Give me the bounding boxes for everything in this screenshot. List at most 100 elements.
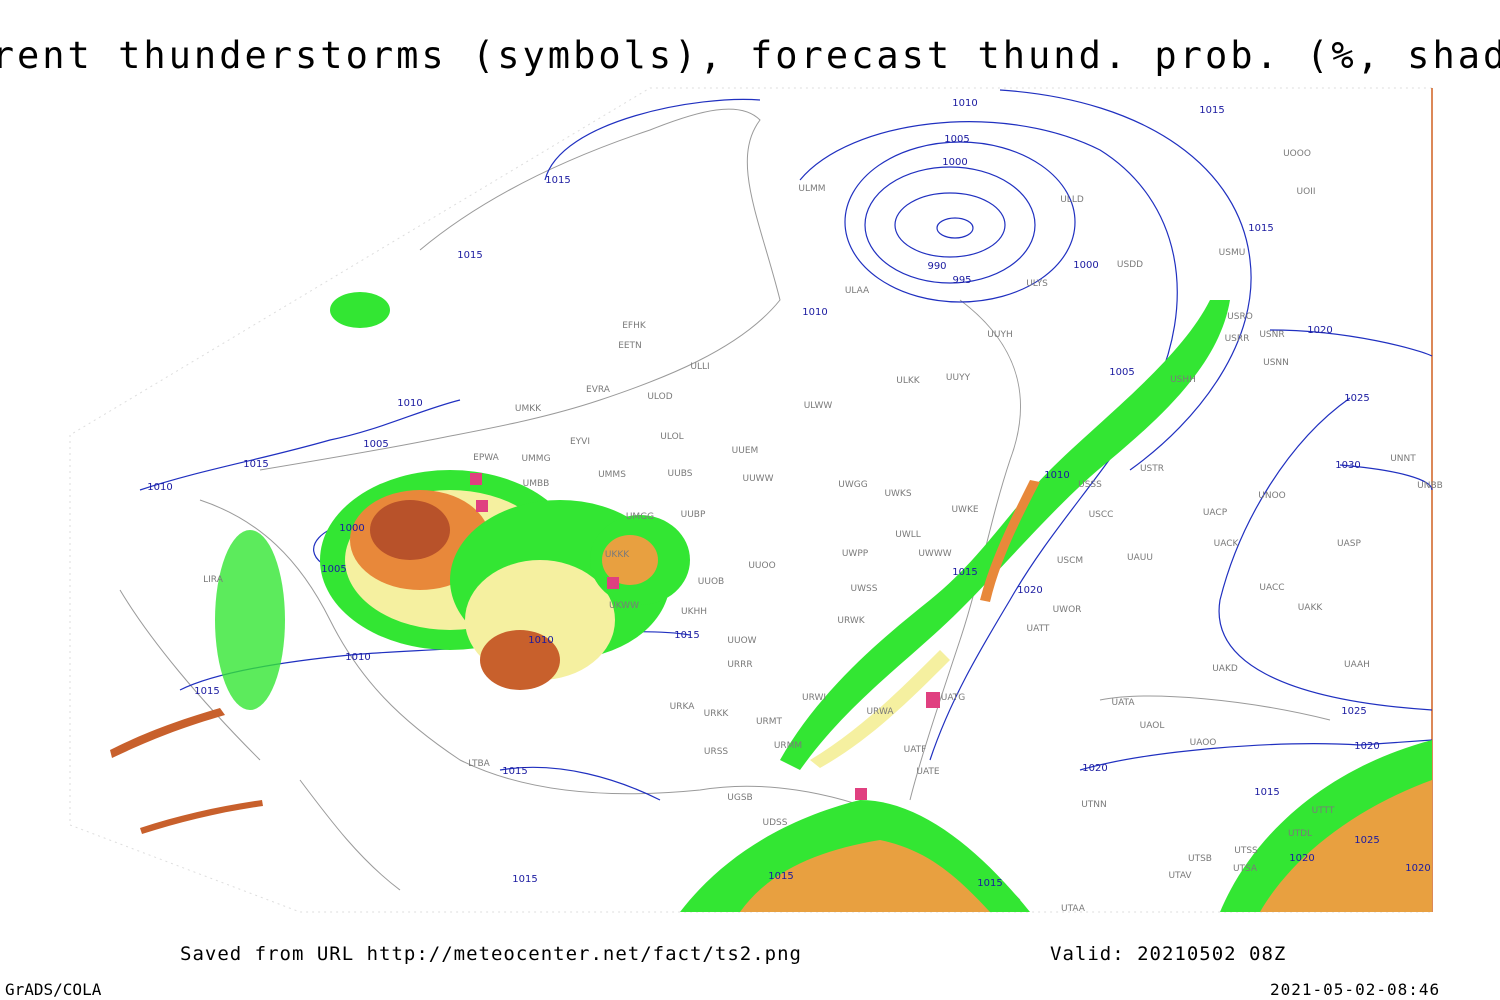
isobar-label: 1020: [1289, 853, 1314, 864]
isobar-label: 1005: [363, 439, 388, 450]
station-label: UWPP: [842, 549, 869, 559]
station-label: UNNT: [1390, 454, 1416, 464]
station-label: UMMS: [598, 470, 626, 480]
station-label: UTSS: [1234, 846, 1258, 856]
isobar-label: 1010: [528, 635, 553, 646]
isobar-label: 1015: [502, 766, 527, 777]
station-label: USDD: [1117, 260, 1143, 270]
station-label: UACC: [1259, 583, 1284, 593]
station-label: USNR: [1259, 330, 1284, 340]
isobar-label: 1015: [545, 175, 570, 186]
station-label: UTSB: [1188, 854, 1212, 864]
isobar-label: 1015: [512, 874, 537, 885]
isobar-label: 1020: [1354, 741, 1379, 752]
station-label: URWK: [837, 616, 865, 626]
map-title: Current thunderstorms (symbols), forecas…: [0, 34, 1500, 77]
station-label: UUOO: [748, 561, 775, 571]
station-label: UMBB: [523, 479, 550, 489]
station-label: UWSS: [851, 584, 878, 594]
station-label: UACK: [1214, 539, 1240, 549]
station-label: UKHH: [681, 607, 707, 617]
station-label: UNBB: [1417, 481, 1443, 491]
map-area: [69, 87, 1433, 913]
isobar-label: 1010: [952, 98, 977, 109]
station-label: ULWW: [804, 401, 833, 411]
thunderstorm-symbols: [470, 473, 940, 800]
station-label: UDSS: [763, 818, 788, 828]
station-label: USRR: [1225, 334, 1250, 344]
isobar-label: 1015: [457, 250, 482, 261]
station-label: UOII: [1297, 187, 1316, 197]
isobar-label: 1000: [339, 523, 364, 534]
isobar-label: 1010: [345, 652, 370, 663]
labels: 1010 1015 1005 1000 1015 990 995 1000 1015 1015 10…: [147, 98, 1443, 914]
isobar-label: 1005: [321, 564, 346, 575]
station-label: URWA: [866, 707, 894, 717]
isobar-label: 1025: [1354, 835, 1379, 846]
station-label: EPWA: [473, 453, 500, 463]
station-label: ULYS: [1026, 279, 1048, 289]
isobar-label: 1020: [1082, 763, 1107, 774]
station-label: URSS: [704, 747, 729, 757]
station-label: EYVI: [570, 437, 590, 447]
station-label: URMT: [756, 717, 783, 727]
station-label: UTNN: [1081, 800, 1107, 810]
station-label: ULOD: [647, 392, 672, 402]
station-label: UKKK: [605, 550, 630, 560]
station-label: URMM: [774, 741, 802, 751]
isobar-label: 1015: [194, 686, 219, 697]
station-label: USCC: [1089, 510, 1114, 520]
station-label: UNOO: [1258, 491, 1286, 501]
isobar-label: 1015: [1248, 223, 1273, 234]
source-note: Saved from URL http://meteocenter.net/fa…: [180, 943, 802, 965]
station-label: UOOO: [1283, 149, 1311, 159]
station-label: USNN: [1263, 358, 1289, 368]
isobar-label: 1015: [977, 878, 1002, 889]
timestamp: 2021-05-02-08:46: [1270, 980, 1440, 999]
station-label: UAKK: [1298, 603, 1324, 613]
station-label: UAOO: [1190, 738, 1217, 748]
station-label: UACP: [1203, 508, 1228, 518]
station-label: UTSA: [1233, 864, 1258, 874]
isobar-label: 1020: [1017, 585, 1042, 596]
station-label: UATE: [916, 767, 940, 777]
station-label: UMMG: [521, 454, 550, 464]
map-frame: [69, 87, 1433, 913]
station-label: UWKS: [884, 489, 911, 499]
station-label: URKA: [670, 702, 696, 712]
station-label: ULMM: [798, 184, 825, 194]
station-label: USHH: [1170, 375, 1196, 385]
station-label: UUOB: [698, 577, 724, 587]
station-label: EETN: [618, 341, 642, 351]
station-label: UATT: [1027, 624, 1050, 634]
station-label: LIRA: [203, 575, 224, 585]
station-label: UWWW: [918, 549, 951, 559]
station-label: USRO: [1227, 312, 1253, 322]
isobar-label: 1010: [1044, 470, 1069, 481]
isobar-label: 1015: [1254, 787, 1279, 798]
isobar-label: 1025: [1341, 706, 1366, 717]
isobar-label: 1015: [768, 871, 793, 882]
station-label: UMKK: [515, 404, 542, 414]
station-label: URKK: [704, 709, 730, 719]
station-label: UUBP: [681, 510, 706, 520]
isobar-label: 1030: [1335, 460, 1360, 471]
coastlines: [119, 108, 1331, 901]
isobar-label: 1015: [243, 459, 268, 470]
station-label: UAOL: [1140, 721, 1165, 731]
station-label: UWKE: [951, 505, 978, 515]
station-label: USTR: [1140, 464, 1164, 474]
isobar-label: 1025: [1344, 393, 1369, 404]
station-label: USSS: [1078, 480, 1102, 490]
station-label: ULOL: [660, 432, 683, 442]
station-label: USCM: [1057, 556, 1083, 566]
station-label: UAAH: [1344, 660, 1370, 670]
software-note: GrADS/COLA: [5, 980, 102, 999]
isobar-label: 1010: [147, 482, 172, 493]
station-label: UATG: [941, 693, 966, 703]
isobar-label: 1020: [1405, 863, 1430, 874]
station-label: UMGG: [626, 512, 654, 522]
station-label: UATF: [904, 745, 927, 755]
isobar-label: 1020: [1307, 325, 1332, 336]
